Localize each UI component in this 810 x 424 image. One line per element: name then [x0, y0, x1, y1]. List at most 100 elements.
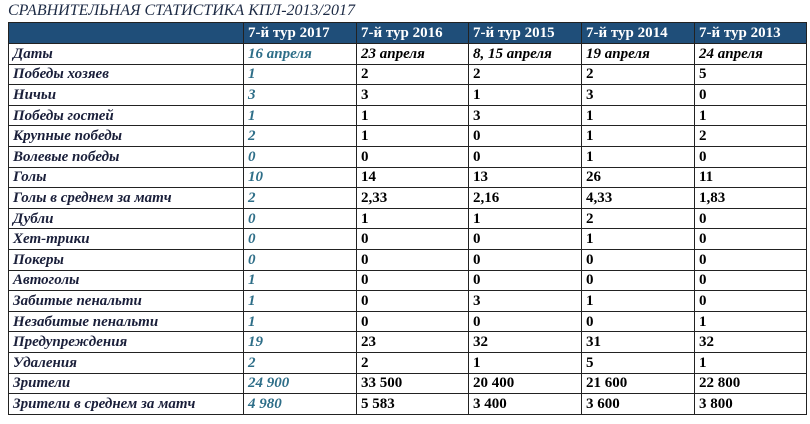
- table-cell: 0: [694, 207, 807, 230]
- table-cell: 0: [356, 248, 469, 271]
- table-row: Незабитые пенальти 1 0 0 0 1: [8, 310, 807, 333]
- table-cell: 1: [694, 104, 807, 127]
- title: СРАВНИТЕЛЬНАЯ СТАТИСТИКА КПЛ-2013/2017: [8, 2, 355, 19]
- table-cell: 0: [694, 84, 807, 106]
- table-cell: 3: [243, 84, 357, 106]
- table-cell: 0: [468, 269, 582, 292]
- table-cell: 0: [243, 145, 357, 168]
- table-cell: 21 600: [581, 372, 695, 395]
- table-cell: 0: [581, 269, 695, 292]
- table-cell: 1: [243, 290, 357, 312]
- row-label: Покеры: [8, 248, 244, 271]
- table-cell: 1: [356, 104, 469, 127]
- table-cell: 23: [356, 331, 469, 353]
- table-cell: 0: [694, 290, 807, 312]
- row-label: Победы хозяев: [8, 63, 244, 86]
- table-cell: 3: [468, 104, 582, 127]
- table-cell: 0: [356, 310, 469, 333]
- table-cell: 1: [243, 104, 357, 127]
- row-label: Крупные победы: [8, 125, 244, 147]
- table-cell: 0: [356, 228, 469, 250]
- table-row: Голы 10 14 13 26 11: [8, 166, 807, 189]
- table-row: Ничьи 3 3 1 3 0: [8, 84, 807, 106]
- table-cell: 1: [468, 84, 582, 106]
- table-cell: 3 400: [468, 393, 582, 415]
- table-cell: 16 апреля: [243, 43, 357, 65]
- header-row: 7-й тур 2017 7-й тур 2016 7-й тур 2015 7-й …: [8, 22, 807, 44]
- table-cell: 0: [694, 228, 807, 250]
- table-cell: 3: [581, 84, 695, 106]
- table-cell: 0: [581, 310, 695, 333]
- table-row: Покеры 0 0 0 0 0: [8, 248, 807, 271]
- table-row: Автоголы 1 0 0 0 0: [8, 269, 807, 292]
- corner-cell: [8, 22, 244, 44]
- table-cell: 13: [468, 166, 582, 189]
- table-cell: 3 600: [581, 393, 695, 415]
- table-cell: 4,33: [581, 187, 695, 209]
- column-header: 7-й тур 2015: [468, 22, 582, 44]
- table-body: Даты 16 апреля 23 апреля 8, 15 апреля 19 апр…: [8, 43, 807, 415]
- row-label: Победы гостей: [8, 104, 244, 127]
- table-cell: 32: [468, 331, 582, 353]
- table-row: Дубли 0 1 1 2 0: [8, 207, 807, 230]
- row-label: Дубли: [8, 207, 244, 230]
- table-cell: 0: [694, 269, 807, 292]
- table-cell: 24 апреля: [694, 43, 807, 65]
- table-row: Предупреждения 19 23 32 31 32: [8, 331, 807, 353]
- table-cell: 1: [468, 207, 582, 230]
- table-row: Зрители 24 900 33 500 20 400 21 600 22 800: [8, 372, 807, 395]
- table-cell: 19: [243, 331, 357, 353]
- row-label: Хет-трики: [8, 228, 244, 250]
- table-cell: 1: [581, 125, 695, 147]
- table-cell: 0: [468, 125, 582, 147]
- table-cell: 1: [581, 290, 695, 312]
- table-cell: 0: [468, 145, 582, 168]
- table-cell: 22 800: [694, 372, 807, 395]
- table-cell: 11: [694, 166, 807, 189]
- table-cell: 0: [468, 248, 582, 271]
- table-cell: 1: [243, 269, 357, 292]
- table-cell: 2: [243, 125, 357, 147]
- row-label: Голы: [8, 166, 244, 189]
- column-header: 7-й тур 2017: [243, 22, 357, 44]
- row-label: Автоголы: [8, 269, 244, 292]
- row-label: Зрители в среднем за матч: [8, 393, 244, 415]
- row-label: Голы в среднем за матч: [8, 187, 244, 209]
- table-cell: 2: [581, 207, 695, 230]
- table-row: Крупные победы 2 1 0 1 2: [8, 125, 807, 147]
- table-cell: 10: [243, 166, 357, 189]
- table-cell: 1: [581, 104, 695, 127]
- table-row: Зрители в среднем за матч 4 980 5 583 3 400…: [8, 393, 807, 415]
- table-cell: 0: [243, 207, 357, 230]
- table-cell: 1: [356, 207, 469, 230]
- table-cell: 2: [356, 351, 469, 374]
- row-label: Предупреждения: [8, 331, 244, 353]
- table-row: Удаления 2 2 1 5 1: [8, 351, 807, 374]
- table-cell: 5: [694, 63, 807, 86]
- table-cell: 20 400: [468, 372, 582, 395]
- table-cell: 2,16: [468, 187, 582, 209]
- column-header: 7-й тур 2013: [694, 22, 807, 44]
- table-cell: 0: [468, 310, 582, 333]
- table-cell: 33 500: [356, 372, 469, 395]
- table-row: Волевые победы 0 0 0 1 0: [8, 145, 807, 168]
- table-row: Даты 16 апреля 23 апреля 8, 15 апреля 19 апр…: [8, 43, 807, 65]
- table-cell: 32: [694, 331, 807, 353]
- table-cell: 0: [694, 248, 807, 271]
- table-cell: 2: [243, 187, 357, 209]
- table-cell: 3: [356, 84, 469, 106]
- table-cell: 0: [694, 145, 807, 168]
- table-cell: 1: [243, 310, 357, 333]
- table-cell: 1,83: [694, 187, 807, 209]
- row-label: Ничьи: [8, 84, 244, 106]
- row-label: Даты: [8, 43, 244, 65]
- table-row: Победы хозяев 1 2 2 2 5: [8, 63, 807, 86]
- table-row: Хет-трики 0 0 0 1 0: [8, 228, 807, 250]
- stats-table: 7-й тур 2017 7-й тур 2016 7-й тур 2015 7-й …: [8, 22, 807, 415]
- table-cell: 0: [243, 248, 357, 271]
- table-cell: 14: [356, 166, 469, 189]
- row-label: Забитые пенальти: [8, 290, 244, 312]
- table-cell: 3: [468, 290, 582, 312]
- table-cell: 1: [581, 228, 695, 250]
